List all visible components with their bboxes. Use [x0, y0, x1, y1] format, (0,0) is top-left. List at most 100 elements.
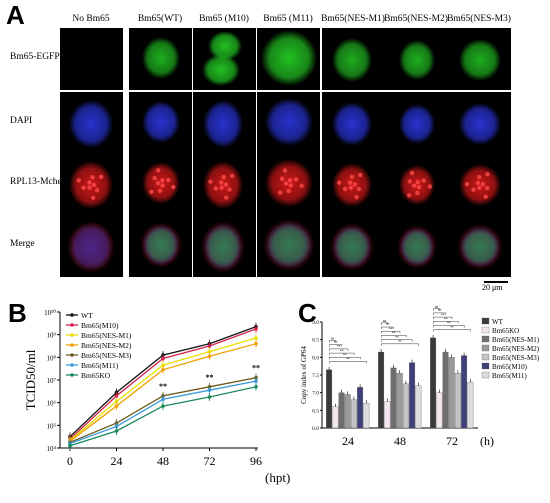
micrograph-tile [448, 92, 511, 154]
legend-swatch [481, 317, 490, 325]
legend-label: WT [81, 311, 93, 320]
legend-swatch [481, 353, 490, 361]
legend-label: Bm65KO [492, 327, 519, 335]
micrograph-tile [257, 215, 320, 277]
bar [378, 351, 385, 429]
panel-label-a: A [6, 0, 25, 30]
y-tick-label: 10⁴ [47, 445, 57, 453]
legend-swatch [481, 335, 490, 343]
significance-bracket [433, 316, 453, 320]
y-axis-label: Copy index of GP64 [300, 346, 308, 404]
column-header: Bm65(NES-M3) [447, 14, 511, 24]
micrograph-tile [60, 215, 123, 277]
bar [357, 387, 364, 429]
bar [436, 392, 443, 429]
significance-mark: ** [389, 327, 393, 331]
micrograph-tile [257, 153, 320, 215]
micrograph-tile [322, 153, 385, 215]
bar [344, 394, 351, 429]
significance-mark: ** [386, 323, 390, 327]
data-point [114, 424, 119, 429]
data-point [161, 363, 165, 368]
significance-bracket [433, 308, 440, 311]
significance-bracket [329, 344, 342, 347]
significance-mark: ** [447, 322, 451, 326]
legend-label: Bm65(M10) [492, 363, 528, 371]
y-tick-label: 10⁹ [47, 332, 57, 340]
x-tick-label: 24 [342, 434, 354, 448]
legend-label: Bm65(NES-M3) [81, 351, 132, 360]
data-point [207, 388, 212, 392]
data-point [207, 395, 212, 399]
scale-bar [484, 281, 508, 283]
bar [402, 383, 409, 429]
legend-label: Bm65(NES-M1) [81, 331, 132, 340]
significance-mark: ** [343, 354, 347, 358]
bar [332, 406, 339, 429]
significance-mark: ** [438, 309, 442, 313]
y-tick-label: 7.5 [312, 373, 319, 379]
bar [454, 373, 461, 429]
micrograph-tile [448, 153, 511, 215]
significance-mark: ns [383, 319, 387, 323]
data-point [161, 356, 165, 361]
micrograph-tile [322, 92, 385, 154]
micrograph-tile [193, 28, 256, 90]
x-tick-label: 72 [446, 434, 458, 448]
data-point [254, 385, 258, 389]
legend-marker [70, 343, 74, 347]
bar [430, 337, 437, 429]
legend-label: Bm65KO [81, 371, 111, 380]
micrograph-tile [257, 92, 320, 154]
legend-swatch [481, 371, 490, 379]
panel-label-b: B [8, 298, 27, 328]
x-axis-label: (h) [480, 434, 494, 448]
significance-bracket [329, 357, 361, 360]
data-point [254, 379, 258, 383]
significance-bracket [329, 348, 349, 351]
significance-mark: ns [331, 337, 335, 341]
micrograph-tile [385, 92, 448, 154]
bar [363, 403, 370, 429]
micrograph-tile [129, 92, 192, 154]
significance-bracket [433, 325, 465, 328]
data-point [161, 404, 165, 408]
y-tick-label: 8.0 [312, 355, 319, 361]
data-point [254, 336, 258, 340]
bar [415, 385, 422, 429]
column-header: Bm65(NES-M2) [384, 14, 448, 24]
x-tick-label: 0 [67, 454, 73, 468]
significance-mark: ** [252, 364, 260, 373]
bar [326, 369, 333, 429]
column-header: Bm65 (M10) [199, 14, 249, 24]
y-tick-label: 10⁸ [47, 354, 57, 362]
significance-bracket [433, 312, 447, 315]
y-tick-label: 10⁶ [47, 400, 57, 408]
legend-marker [70, 363, 74, 367]
significance-mark: ** [441, 313, 445, 317]
data-point [254, 327, 258, 331]
significance-bracket [329, 340, 336, 343]
significance-mark: ** [398, 340, 402, 344]
gp64-copy-chart: 6.0 6.5 7.0 7.5 8.0 8.5 9.0 Copy index of GP64 n… [300, 305, 540, 448]
legend-label: Bm65(NES-M3) [492, 354, 540, 362]
x-tick-label: 48 [394, 434, 406, 448]
significance-bracket [381, 343, 419, 346]
y-tick-label: 6.5 [312, 408, 319, 414]
significance-bracket [329, 352, 355, 356]
micrograph-tile [385, 153, 448, 215]
significance-mark: ** [392, 332, 396, 336]
data-point [114, 394, 119, 398]
data-point [207, 344, 212, 348]
panel-label-c: C [298, 298, 317, 328]
bar [442, 351, 449, 429]
data-point [114, 404, 119, 408]
data-point [114, 429, 119, 433]
significance-mark: ** [395, 336, 399, 340]
legend-label: WT [492, 318, 504, 326]
bar [338, 392, 345, 429]
legend-label: Bm65(M11) [81, 361, 119, 370]
significance-mark: ** [334, 341, 338, 345]
legend-marker [70, 313, 74, 317]
x-tick-label: 48 [157, 454, 169, 468]
